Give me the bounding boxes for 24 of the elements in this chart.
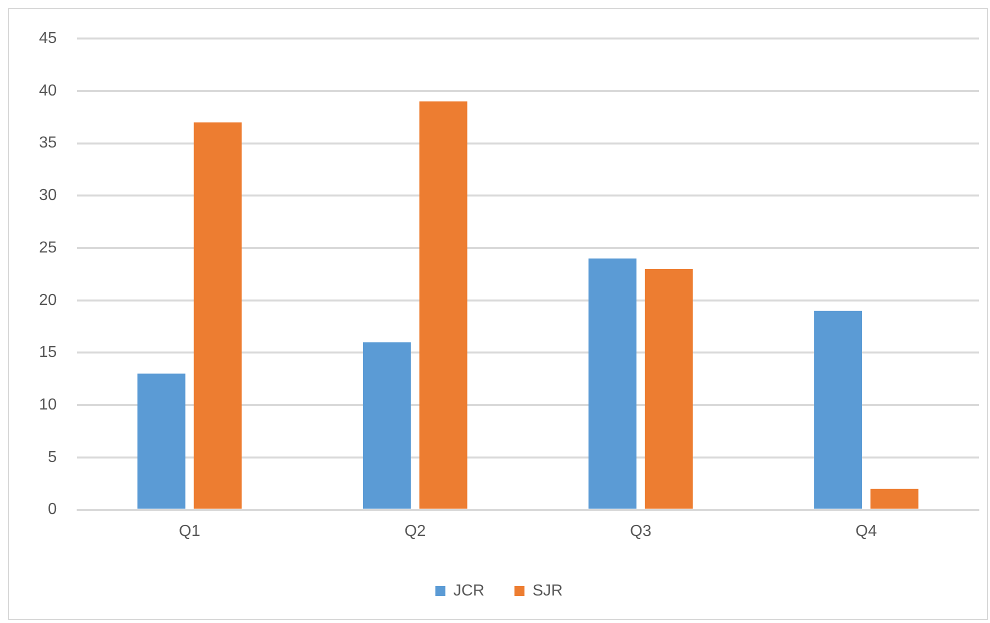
bar — [419, 101, 468, 509]
y-tick-label: 25 — [39, 239, 57, 256]
bar — [644, 268, 693, 509]
y-tick-label: 30 — [39, 187, 57, 204]
legend-label: SJR — [532, 582, 563, 600]
x-tick-label: Q2 — [404, 522, 426, 540]
y-tick-label: 0 — [48, 501, 57, 518]
x-tick-label: Q3 — [630, 522, 652, 540]
y-tick-label: 35 — [39, 134, 57, 152]
bar — [588, 258, 636, 509]
bar — [137, 374, 186, 509]
x-tick-label: Q1 — [178, 522, 200, 540]
y-tick-label: 45 — [39, 30, 57, 48]
bar — [194, 122, 242, 509]
bar — [814, 310, 862, 509]
bar — [362, 342, 411, 509]
y-tick-label: 10 — [39, 396, 57, 414]
y-tick-label: 5 — [48, 448, 57, 466]
x-tick-label: Q4 — [856, 522, 877, 540]
y-tick-label: 15 — [39, 344, 57, 362]
bar — [870, 488, 918, 509]
y-tick-label: 40 — [39, 82, 57, 100]
legend-label: JCR — [453, 582, 484, 600]
y-tick-label: 20 — [39, 292, 57, 309]
